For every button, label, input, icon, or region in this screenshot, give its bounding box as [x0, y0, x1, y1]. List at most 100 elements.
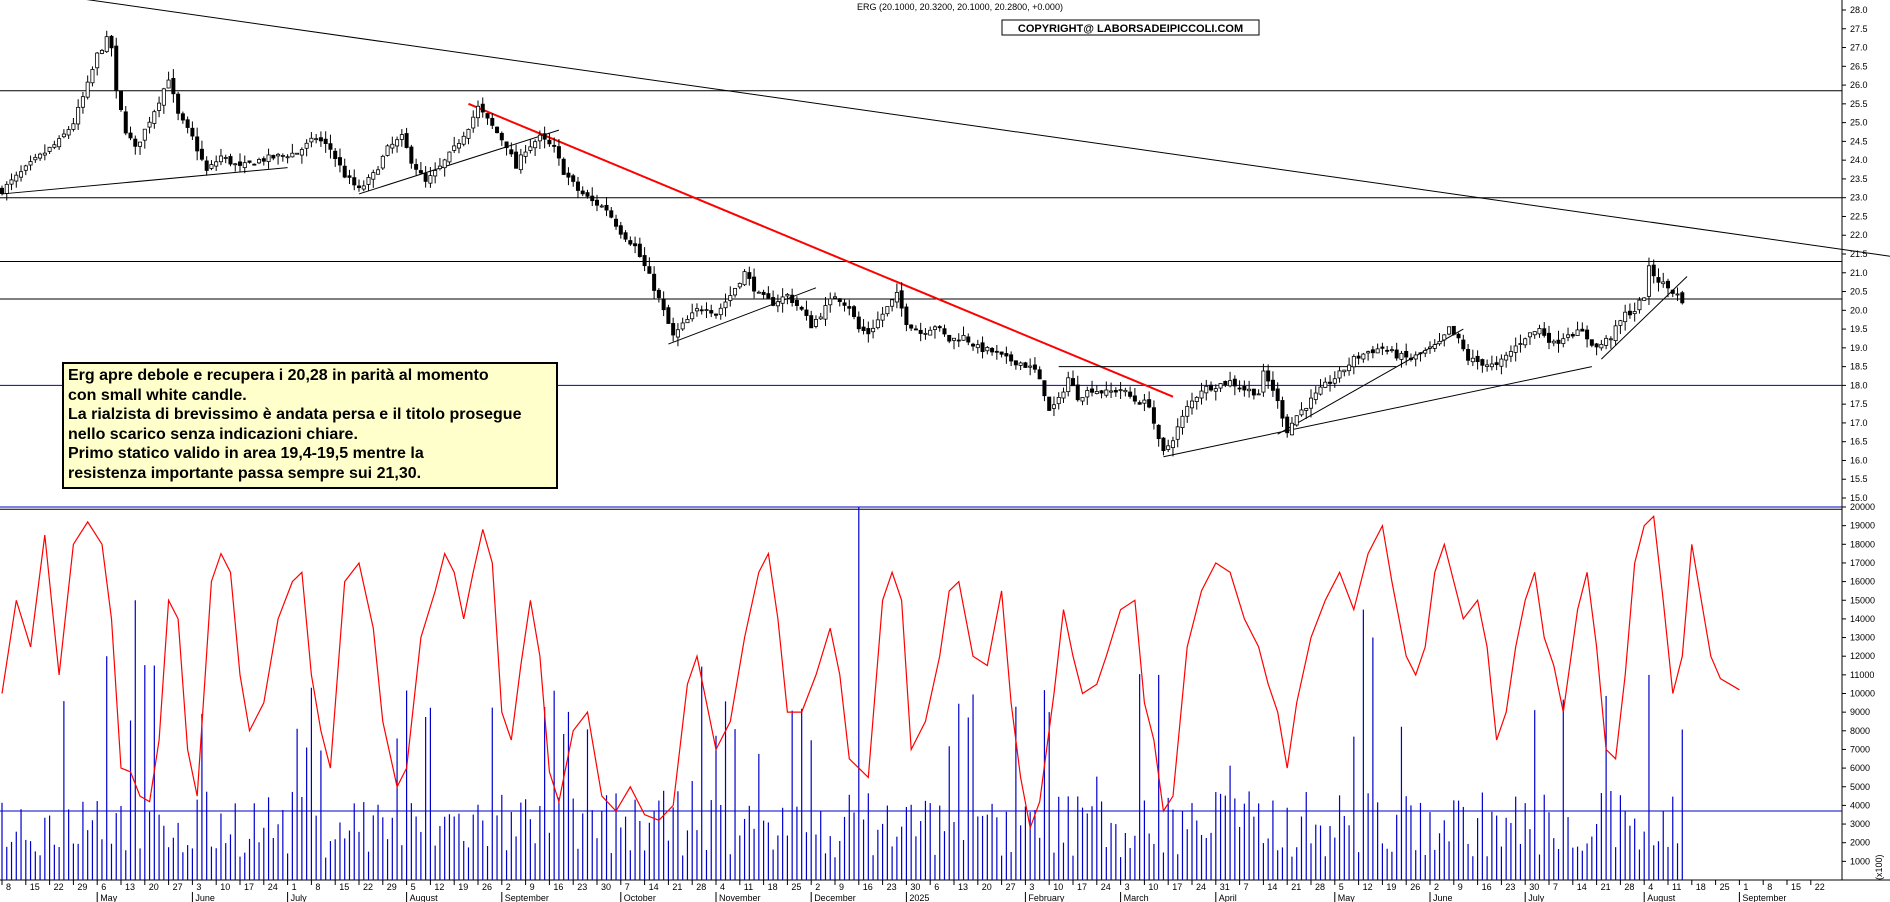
candle-body: [290, 152, 295, 158]
candle-body: [361, 185, 366, 190]
candle-body: [423, 173, 428, 182]
candle-body: [1066, 377, 1071, 393]
candle-body: [952, 337, 957, 341]
candle-body: [1604, 337, 1609, 346]
candle-body: [266, 154, 271, 162]
price-tick-label: 17.5: [1850, 399, 1868, 409]
volume-tick-label: 19000: [1850, 521, 1875, 531]
candle-body: [1194, 396, 1199, 403]
date-tick-label: 18: [768, 882, 778, 892]
candle-body: [28, 161, 33, 166]
candle-body: [1109, 390, 1114, 393]
volume-tick-label: 18000: [1850, 539, 1875, 549]
candle-body: [442, 159, 447, 169]
date-tick-label: 17: [1172, 882, 1182, 892]
trendline: [1163, 366, 1592, 458]
candle-body: [909, 324, 914, 329]
candle-body: [1242, 385, 1247, 391]
candle-body: [433, 170, 438, 177]
volume-tick-label: 20000: [1850, 502, 1875, 512]
candle-body: [38, 153, 43, 159]
candle-body: [518, 154, 523, 171]
candle-body: [504, 141, 509, 149]
candle-body: [23, 165, 28, 171]
candle-body: [209, 164, 214, 169]
candle-body: [1418, 352, 1423, 355]
candle-body: [590, 195, 595, 202]
volume-tick-label: 7000: [1850, 744, 1870, 754]
date-tick-label: 27: [1006, 882, 1016, 892]
candle-body: [1132, 395, 1137, 402]
candle-body: [366, 177, 371, 185]
candle-body: [1461, 339, 1466, 350]
candle-body: [285, 156, 290, 159]
candle-body: [1042, 380, 1047, 397]
candle-body: [418, 170, 423, 174]
candle-body: [1366, 351, 1371, 354]
candle-body: [1494, 362, 1499, 366]
candle-body: [1085, 390, 1090, 398]
date-tick-label: 2: [1434, 882, 1439, 892]
candle-body: [385, 145, 390, 156]
candle-body: [752, 276, 757, 292]
candle-body: [656, 289, 661, 298]
candle-body: [985, 346, 990, 352]
candle-body: [775, 301, 780, 307]
candle-body: [147, 121, 152, 128]
candlesticks: [0, 30, 1685, 457]
price-tick-label: 21.0: [1850, 268, 1868, 278]
candle-body: [347, 175, 352, 178]
candle-body: [1170, 440, 1175, 449]
candle-body: [1518, 343, 1523, 345]
candle-body: [747, 272, 752, 279]
candle-body: [680, 322, 685, 330]
candle-body: [123, 111, 128, 134]
candle-body: [604, 204, 609, 211]
candle-body: [1294, 415, 1299, 426]
candle-body: [1504, 354, 1509, 361]
candle-body: [1251, 388, 1256, 396]
candle-body: [371, 172, 376, 180]
candle-body: [1661, 281, 1666, 285]
candle-body: [495, 126, 500, 134]
date-tick-label: 22: [54, 882, 64, 892]
month-label: July: [291, 893, 308, 902]
candle-body: [1256, 393, 1261, 396]
trendline: [358, 129, 560, 195]
candle-body: [1275, 388, 1280, 402]
candle-body: [1147, 399, 1152, 408]
candle-body: [85, 81, 90, 98]
candle-body: [66, 129, 71, 136]
candle-body: [675, 329, 680, 338]
candle-body: [528, 146, 533, 151]
candle-body: [109, 35, 114, 49]
candle-body: [599, 205, 604, 208]
date-tick-label: 29: [77, 882, 87, 892]
candle-body: [456, 143, 461, 149]
price-tick-label: 17.0: [1850, 418, 1868, 428]
month-label: August: [1647, 893, 1676, 902]
date-tick-label: 24: [268, 882, 278, 892]
volume-tick-label: 5000: [1850, 782, 1870, 792]
candle-body: [633, 243, 638, 247]
candle-body: [1380, 346, 1385, 349]
date-tick-label: 27: [173, 882, 183, 892]
candle-body: [804, 309, 809, 316]
candle-body: [1680, 292, 1685, 304]
candle-body: [47, 146, 52, 152]
candle-body: [314, 138, 319, 141]
price-tick-label: 27.0: [1850, 43, 1868, 53]
candle-body: [157, 102, 162, 111]
candle-body: [1175, 426, 1180, 440]
month-label: July: [1528, 893, 1545, 902]
candle-body: [1646, 265, 1651, 297]
note-line: La rialzista di brevissimo è andata pers…: [68, 406, 522, 423]
candle-body: [1299, 409, 1304, 416]
date-tick-label: 17: [1077, 882, 1087, 892]
candle-body: [642, 255, 647, 267]
date-tick-label: 10: [220, 882, 230, 892]
candle-body: [947, 334, 952, 342]
candle-body: [1332, 378, 1337, 384]
candle-body: [480, 103, 485, 113]
candle-body: [261, 158, 266, 162]
